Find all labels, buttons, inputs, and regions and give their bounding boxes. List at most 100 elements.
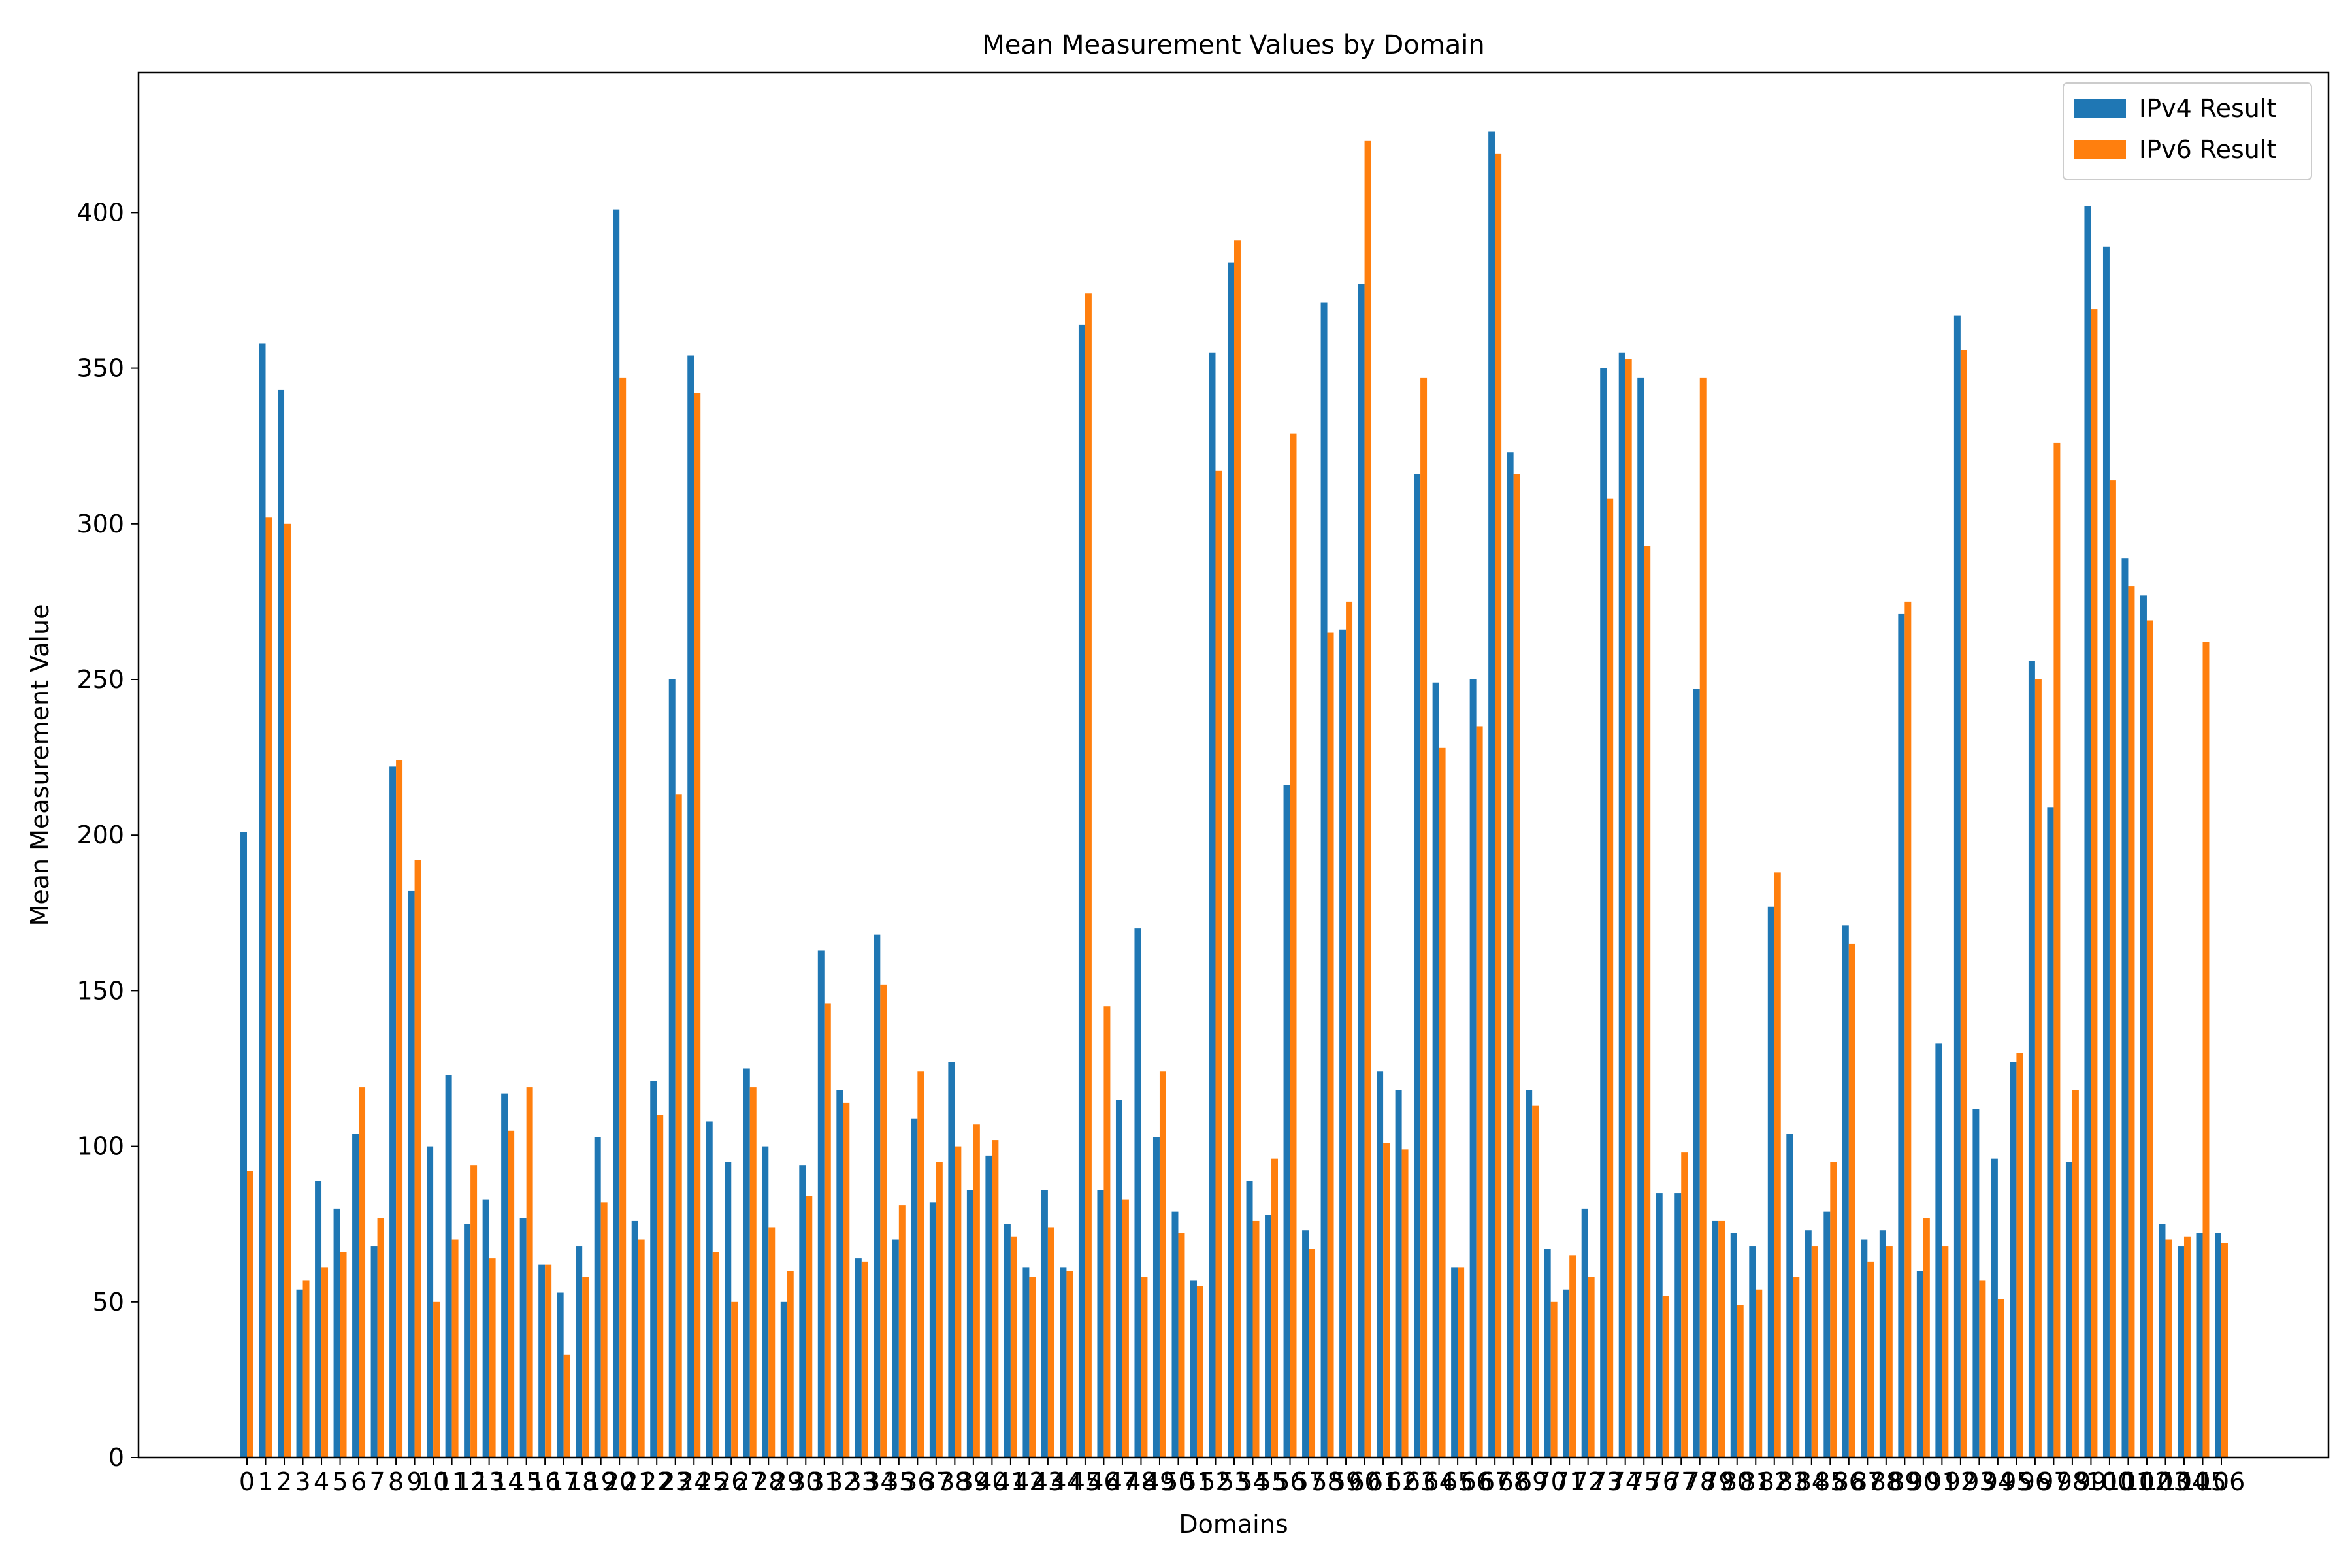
- bar-ipv6-35: [898, 1205, 906, 1458]
- x-tick-label-88: 88: [1870, 1467, 1902, 1496]
- bar-ipv6-64: [1439, 747, 1446, 1458]
- bar-ipv4-20: [613, 209, 620, 1458]
- bar-ipv4-25: [706, 1121, 713, 1458]
- bar-ipv4-86: [1842, 925, 1849, 1458]
- bar-ipv6-21: [638, 1239, 645, 1458]
- bar-ipv4-81: [1749, 1246, 1756, 1458]
- bar-ipv4-65: [1451, 1267, 1458, 1458]
- bar-ipv6-81: [1756, 1289, 1763, 1458]
- x-tick-label-28: 28: [753, 1467, 784, 1496]
- bar-ipv6-26: [731, 1301, 738, 1458]
- bar-ipv6-13: [489, 1258, 496, 1458]
- bar-ipv6-99: [2091, 309, 2098, 1458]
- y-tick-label-0: 0: [108, 1443, 124, 1472]
- bar-ipv4-15: [519, 1218, 527, 1458]
- bar-ipv6-40: [992, 1140, 999, 1458]
- bar-ipv6-58: [1327, 632, 1334, 1458]
- bar-ipv4-38: [948, 1062, 955, 1458]
- bar-ipv4-57: [1302, 1230, 1309, 1458]
- bar-ipv4-43: [1041, 1190, 1048, 1458]
- x-tick-label-70: 70: [1535, 1467, 1566, 1496]
- bar-ipv6-67: [1495, 153, 1502, 1458]
- bar-ipv4-70: [1544, 1249, 1551, 1458]
- bar-ipv4-56: [1283, 785, 1290, 1458]
- bar-ipv4-66: [1469, 679, 1477, 1458]
- bar-ipv6-87: [1867, 1261, 1874, 1458]
- bar-ipv4-71: [1563, 1289, 1570, 1458]
- bar-ipv4-68: [1507, 452, 1514, 1458]
- x-tick-label-56: 56: [1274, 1467, 1305, 1496]
- bar-ipv4-87: [1861, 1239, 1868, 1458]
- x-tick-label-58: 58: [1311, 1467, 1343, 1496]
- bar-ipv4-100: [2102, 246, 2110, 1458]
- x-tick-label-0: 0: [239, 1467, 255, 1496]
- x-tick-label-3: 3: [295, 1467, 310, 1496]
- bar-ipv4-18: [576, 1246, 583, 1458]
- bar-ipv4-4: [315, 1181, 322, 1458]
- bar-ipv6-92: [1960, 350, 1967, 1458]
- bar-ipv4-50: [1171, 1211, 1179, 1458]
- x-tick-label-38: 38: [939, 1467, 970, 1496]
- bar-ipv6-62: [1401, 1149, 1409, 1458]
- bar-ipv4-69: [1526, 1090, 1533, 1458]
- x-tick-label-72: 72: [1572, 1467, 1603, 1496]
- bar-ipv6-9: [414, 860, 421, 1458]
- bar-ipv4-32: [836, 1090, 843, 1458]
- x-tick-label-80: 80: [1722, 1467, 1753, 1496]
- bar-ipv6-93: [1979, 1280, 1986, 1458]
- bar-ipv6-24: [694, 393, 701, 1458]
- bar-ipv6-82: [1774, 872, 1781, 1458]
- bar-ipv4-28: [762, 1146, 769, 1458]
- bar-ipv4-73: [1600, 368, 1607, 1458]
- bar-ipv6-72: [1588, 1277, 1595, 1458]
- bar-ipv4-78: [1693, 689, 1700, 1458]
- bar-ipv4-36: [911, 1118, 918, 1458]
- bar-ipv4-30: [799, 1165, 806, 1458]
- bar-ipv4-45: [1078, 324, 1085, 1458]
- x-tick-label-55: 55: [1256, 1467, 1287, 1496]
- bar-ipv6-70: [1550, 1301, 1558, 1458]
- bar-ipv6-38: [955, 1146, 962, 1458]
- bar-ipv6-78: [1699, 377, 1707, 1458]
- x-tick-label-8: 8: [388, 1467, 404, 1496]
- bar-ipv4-89: [1898, 613, 1905, 1458]
- x-tick-label-11: 11: [436, 1467, 467, 1496]
- bar-ipv4-22: [650, 1081, 657, 1458]
- x-tick-label-31: 31: [809, 1467, 840, 1496]
- x-tick-label-64: 64: [1423, 1467, 1454, 1496]
- x-tick-label-67: 67: [1479, 1467, 1511, 1496]
- bar-ipv6-95: [2016, 1053, 2023, 1458]
- x-tick-label-93: 93: [1963, 1467, 1995, 1496]
- x-tick-label-85: 85: [1814, 1467, 1846, 1496]
- x-tick-label-32: 32: [827, 1467, 858, 1496]
- y-tick-label-50: 50: [93, 1288, 124, 1316]
- bar-ipv4-63: [1414, 474, 1421, 1458]
- bar-ipv6-22: [657, 1115, 664, 1458]
- bar-ipv6-0: [247, 1171, 253, 1458]
- bar-ipv4-33: [855, 1258, 862, 1458]
- bar-ipv6-29: [787, 1271, 794, 1458]
- bar-ipv4-79: [1712, 1220, 1719, 1458]
- legend-label-ipv4: IPv4 Result: [2139, 94, 2276, 123]
- x-tick-label-25: 25: [697, 1467, 728, 1496]
- x-tick-label-59: 59: [1330, 1467, 1362, 1496]
- x-tick-label-84: 84: [1796, 1467, 1827, 1496]
- x-tick-label-13: 13: [473, 1467, 504, 1496]
- bar-ipv4-24: [687, 355, 694, 1458]
- bar-ipv4-106: [2215, 1233, 2221, 1458]
- x-tick-label-37: 37: [921, 1467, 952, 1496]
- y-axis-label: Mean Measurement Value: [25, 604, 54, 926]
- bar-ipv6-5: [340, 1252, 347, 1458]
- bar-ipv4-94: [1991, 1158, 1998, 1458]
- x-tick-label-65: 65: [1442, 1467, 1473, 1496]
- bar-ipv6-3: [302, 1280, 310, 1458]
- x-tick-label-106: 106: [2198, 1467, 2246, 1496]
- bar-ipv6-8: [396, 760, 403, 1458]
- bar-ipv6-71: [1569, 1255, 1576, 1458]
- bar-ipv6-20: [619, 377, 627, 1458]
- legend-swatch-ipv6: [2074, 140, 2126, 159]
- x-tick-label-48: 48: [1125, 1467, 1156, 1496]
- bar-ipv6-31: [824, 1003, 831, 1458]
- bar-ipv6-39: [973, 1124, 980, 1458]
